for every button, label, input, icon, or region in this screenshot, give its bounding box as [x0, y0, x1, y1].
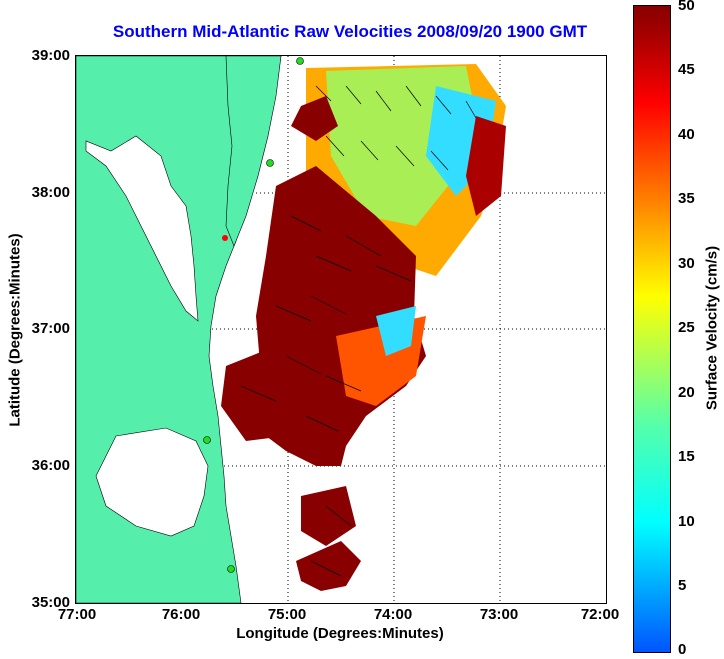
colorbar-tick: 25	[678, 319, 695, 336]
red-marker	[222, 235, 228, 241]
y-tick: 39:00	[31, 47, 70, 64]
x-axis-label: Longitude (Degrees:Minutes)	[236, 625, 444, 642]
sound-water	[95, 427, 209, 537]
x-tick: 72:00	[580, 606, 620, 623]
colorbar-tick: 15	[678, 448, 695, 465]
y-tick: 36:00	[31, 457, 70, 474]
map-canvas	[76, 56, 606, 603]
velocity-map	[75, 55, 607, 604]
colorbar-tick: 40	[678, 126, 695, 143]
colorbar-label: Surface Velocity (cm/s)	[703, 245, 721, 411]
colorbar-tick: 20	[678, 384, 695, 401]
x-tick: 76:00	[161, 606, 201, 623]
colorbar-tick: 50	[678, 0, 695, 14]
colorbar-tick: 30	[678, 255, 695, 272]
x-tick: 75:00	[267, 606, 307, 623]
y-tick: 35:00	[31, 594, 70, 611]
delmarva-peninsula	[225, 56, 282, 247]
y-axis-label: Latitude (Degrees:Minutes)	[6, 233, 24, 427]
colorbar	[633, 5, 671, 653]
x-tick: 73:00	[479, 606, 519, 623]
map-title: Southern Mid-Atlantic Raw Velocities 200…	[112, 22, 588, 41]
velocity-vectors	[240, 85, 477, 577]
radar-stations	[203, 57, 304, 573]
x-tick: 77:00	[57, 606, 97, 623]
x-tick: 74:00	[373, 606, 413, 623]
y-tick: 37:00	[31, 320, 70, 337]
y-tick: 38:00	[31, 184, 70, 201]
colorbar-tick: 35	[678, 190, 695, 207]
velocity-field	[221, 64, 506, 591]
colorbar-tick: 45	[678, 61, 695, 78]
colorbar-tick: 10	[678, 513, 695, 530]
bay-water	[85, 135, 199, 322]
colorbar-tick: 5	[678, 577, 687, 594]
colorbar-tick: 0	[678, 641, 687, 658]
